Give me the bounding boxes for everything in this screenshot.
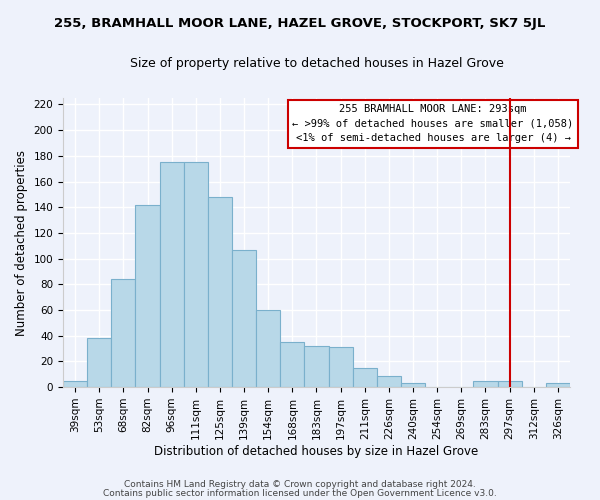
Bar: [377, 376, 401, 387]
Bar: [256, 310, 280, 387]
X-axis label: Distribution of detached houses by size in Hazel Grove: Distribution of detached houses by size …: [154, 444, 479, 458]
Bar: [232, 250, 256, 387]
Bar: [112, 279, 136, 387]
Bar: [473, 380, 497, 387]
Bar: [497, 380, 521, 387]
Bar: [304, 346, 329, 387]
Bar: [136, 204, 160, 387]
Title: Size of property relative to detached houses in Hazel Grove: Size of property relative to detached ho…: [130, 58, 503, 70]
Bar: [546, 383, 570, 387]
Bar: [401, 383, 425, 387]
Y-axis label: Number of detached properties: Number of detached properties: [15, 150, 28, 336]
Bar: [87, 338, 112, 387]
Bar: [208, 197, 232, 387]
Bar: [160, 162, 184, 387]
Text: Contains public sector information licensed under the Open Government Licence v3: Contains public sector information licen…: [103, 488, 497, 498]
Text: Contains HM Land Registry data © Crown copyright and database right 2024.: Contains HM Land Registry data © Crown c…: [124, 480, 476, 489]
Bar: [329, 348, 353, 387]
Text: 255 BRAMHALL MOOR LANE: 293sqm
← >99% of detached houses are smaller (1,058)
<1%: 255 BRAMHALL MOOR LANE: 293sqm ← >99% of…: [292, 104, 574, 144]
Bar: [353, 368, 377, 387]
Bar: [63, 380, 87, 387]
Text: 255, BRAMHALL MOOR LANE, HAZEL GROVE, STOCKPORT, SK7 5JL: 255, BRAMHALL MOOR LANE, HAZEL GROVE, ST…: [55, 18, 545, 30]
Bar: [280, 342, 304, 387]
Bar: [184, 162, 208, 387]
